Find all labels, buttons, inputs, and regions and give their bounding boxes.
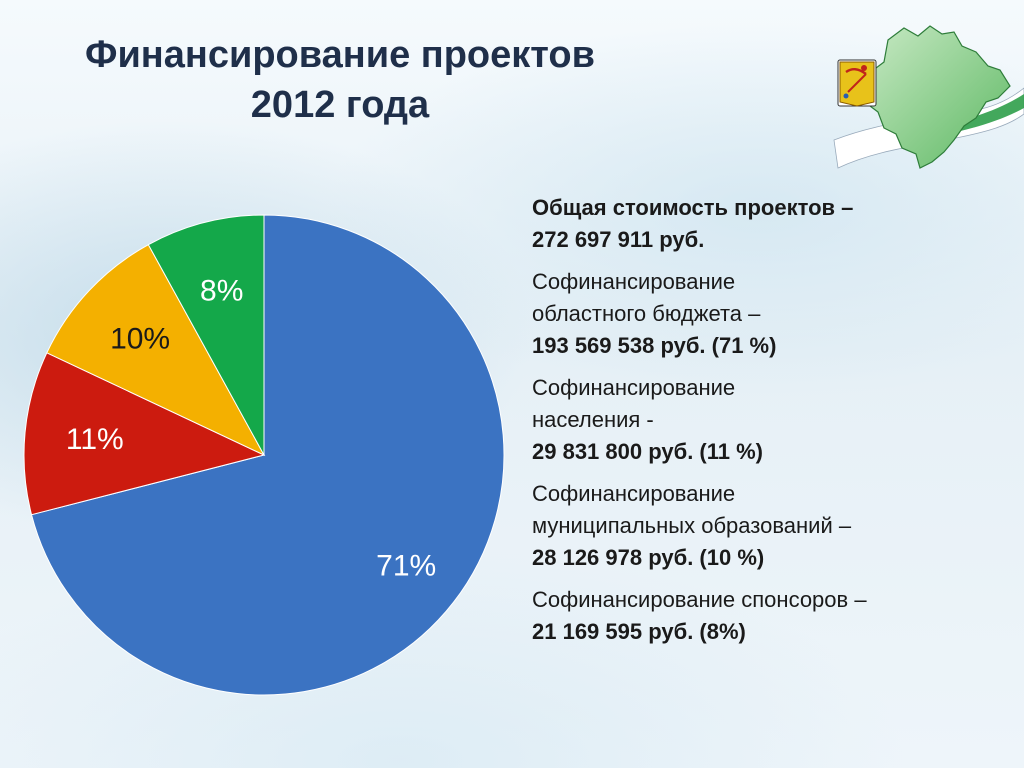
pie-slice-2 xyxy=(46,244,266,457)
municipal-label-1: Софинансирование xyxy=(532,481,736,506)
regional-budget-label-1: Софинансирование xyxy=(532,269,736,294)
regional-budget-label-2: областного бюджета – xyxy=(532,301,761,326)
population-label-2: населения - xyxy=(532,407,654,432)
region-emblem-icon xyxy=(833,25,1024,169)
municipal-label-2: муниципальных образований – xyxy=(532,513,852,538)
pie-label-2: 10% xyxy=(110,323,170,356)
total-cost-block: Общая стоимость проектов – 272 697 911 р… xyxy=(532,192,1002,256)
pie-chart: 71% 11% 10% 8% xyxy=(23,214,505,696)
sponsors-value: 21 169 595 руб. (8%) xyxy=(532,619,746,644)
page-title: Финансирование проектов 2012 года xyxy=(40,30,640,130)
pie-labels: 71% 11% 10% 8% xyxy=(66,274,436,582)
sponsors-label: Софинансирование спонсоров – xyxy=(532,587,867,612)
pie-slice-1 xyxy=(23,352,266,516)
total-cost-value: 272 697 911 руб. xyxy=(532,227,705,252)
regional-budget-block: Софинансирование областного бюджета – 19… xyxy=(532,266,1002,362)
page-title-line-1: Финансирование проектов xyxy=(85,34,595,76)
pie-slice-0 xyxy=(30,214,505,696)
pie-slice-3 xyxy=(147,214,265,456)
municipal-block: Софинансирование муниципальных образован… xyxy=(532,478,1002,574)
financing-summary: Общая стоимость проектов – 272 697 911 р… xyxy=(532,192,1002,658)
sponsors-block: Софинансирование спонсоров – 21 169 595 … xyxy=(532,584,1002,648)
total-cost-label: Общая стоимость проектов – xyxy=(532,195,854,220)
population-block: Софинансирование населения - 29 831 800 … xyxy=(532,372,1002,468)
pie-label-1: 11% xyxy=(66,423,124,456)
page-title-line-2: 2012 года xyxy=(250,84,430,126)
pie-slices xyxy=(23,214,505,696)
population-value: 29 831 800 руб. (11 %) xyxy=(532,439,763,464)
population-label-1: Софинансирование xyxy=(532,375,736,400)
regional-budget-value: 193 569 538 руб. (71 %) xyxy=(532,333,777,358)
pie-label-3: 8% xyxy=(200,274,243,307)
municipal-value: 28 126 978 руб. (10 %) xyxy=(532,545,765,570)
pie-label-0: 71% xyxy=(376,549,436,582)
